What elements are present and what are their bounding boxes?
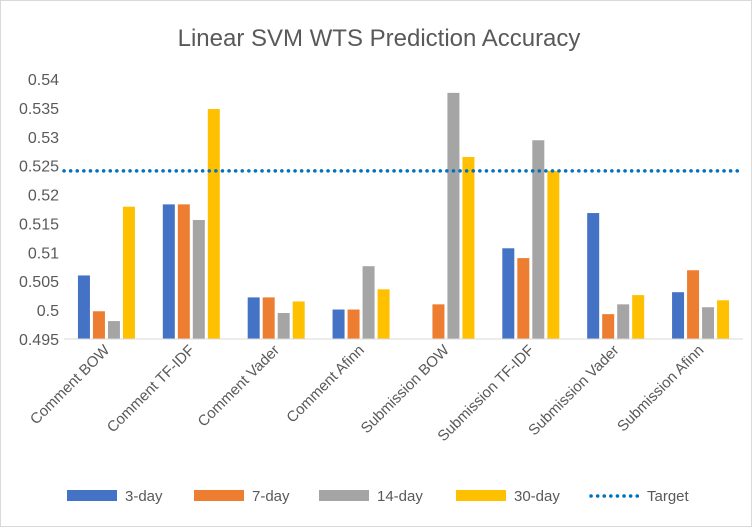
bar	[92, 311, 105, 339]
x-tick-label: Submission BOW	[358, 341, 454, 437]
chart-title: Linear SVM WTS Prediction Accuracy	[178, 25, 581, 52]
y-tick-label: 0.51	[28, 245, 59, 262]
bar	[632, 295, 645, 339]
bar	[617, 304, 630, 339]
bar	[292, 301, 305, 339]
y-tick-label: 0.495	[19, 332, 59, 349]
x-tick-label: Comment Vader	[195, 342, 283, 430]
y-tick-label: 0.505	[19, 274, 59, 291]
legend-swatch	[319, 490, 369, 501]
bar	[702, 307, 715, 339]
plot-area	[62, 92, 745, 340]
bar	[122, 206, 135, 339]
bar	[687, 270, 700, 339]
x-tick-label: Submission TF-IDF	[434, 342, 537, 445]
legend-label: 30-day	[514, 488, 560, 505]
bar	[517, 258, 530, 339]
y-axis: 0.495 0.5 0.505 0.51 0.515 0.52 0.525 0.53 0.535…	[19, 72, 59, 349]
bar	[587, 213, 600, 339]
bar	[347, 309, 360, 339]
legend: 3-day 7-day 14-day 30-day Target	[67, 488, 690, 505]
legend-swatch	[456, 490, 506, 501]
bar	[277, 313, 290, 339]
bar	[192, 219, 205, 339]
y-tick-label: 0.54	[28, 72, 59, 89]
legend-label: Target	[647, 488, 690, 505]
bar	[432, 304, 445, 339]
y-tick-label: 0.52	[28, 188, 59, 205]
legend-label: 3-day	[125, 488, 163, 505]
bar	[377, 289, 390, 339]
y-tick-label: 0.515	[19, 216, 59, 233]
bar	[502, 248, 515, 339]
x-tick-label: Comment Afinn	[283, 342, 368, 427]
y-tick-label: 0.525	[19, 159, 59, 176]
bar	[717, 300, 730, 339]
bar	[77, 275, 90, 339]
x-tick-label: Submission Vader	[525, 342, 622, 439]
y-tick-label: 0.535	[19, 101, 59, 118]
bar	[362, 266, 375, 339]
y-tick-label: 0.53	[28, 130, 59, 147]
bar	[207, 109, 220, 340]
y-tick-label: 0.5	[37, 303, 59, 320]
bar	[547, 170, 560, 339]
legend-label: 14-day	[377, 488, 423, 505]
legend-label: 7-day	[252, 488, 290, 505]
bar	[247, 297, 260, 339]
bar	[107, 321, 120, 339]
legend-swatch	[67, 490, 117, 501]
bar	[162, 204, 175, 339]
legend-swatch	[194, 490, 244, 501]
bar	[672, 292, 685, 339]
bar	[602, 314, 615, 339]
x-tick-label: Comment TF-IDF	[104, 342, 198, 436]
bar	[462, 157, 475, 339]
x-tick-label: Comment BOW	[27, 341, 114, 428]
bar	[332, 309, 345, 339]
bar	[447, 92, 460, 339]
x-tick-label: Submission Afinn	[614, 342, 707, 435]
bar	[177, 204, 190, 339]
bar	[262, 297, 275, 339]
bar	[532, 140, 545, 339]
